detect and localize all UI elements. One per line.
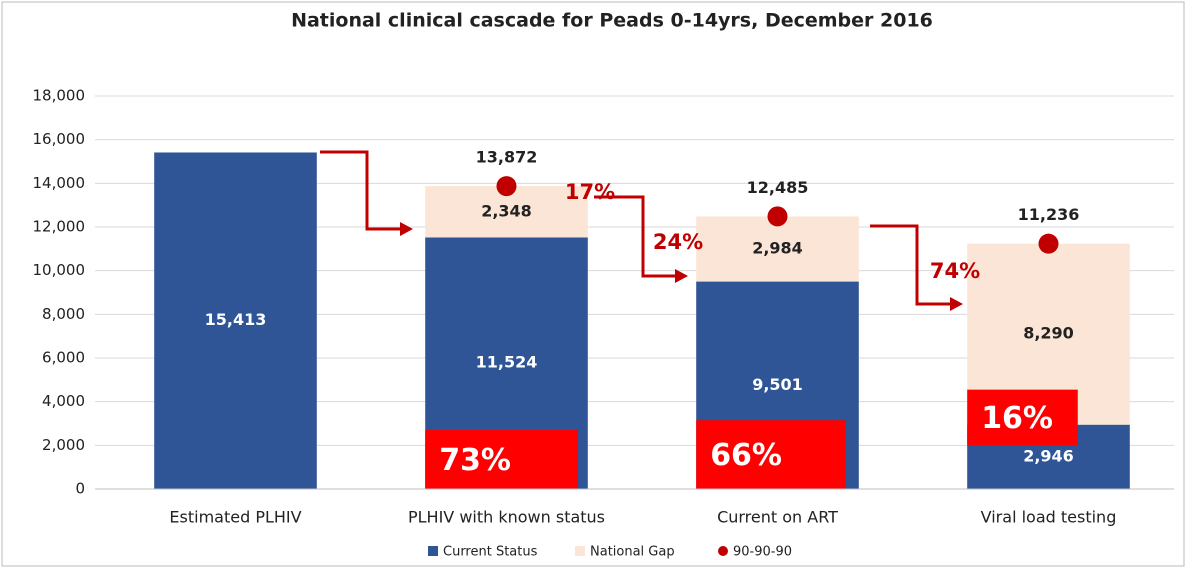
y-tick-label: 12,000 <box>33 218 86 236</box>
arrow-label: 24% <box>653 230 703 254</box>
y-tick-label: 18,000 <box>33 87 86 105</box>
bar-label: 2,946 <box>1023 446 1074 465</box>
x-tick-label: Current on ART <box>717 508 838 527</box>
legend-swatch <box>718 546 728 556</box>
y-tick-label: 8,000 <box>42 305 85 323</box>
bar-label: 8,290 <box>1023 324 1074 343</box>
bar-label: 15,413 <box>205 310 267 329</box>
percent-box <box>425 430 579 489</box>
x-tick-label: Estimated PLHIV <box>169 508 301 527</box>
target-label: 13,872 <box>476 148 538 167</box>
target-label: 11,236 <box>1018 205 1080 224</box>
target-dot <box>496 176 517 197</box>
legend-label: 90-90-90 <box>733 545 792 560</box>
bar-label: 11,524 <box>476 353 538 372</box>
y-tick-label: 10,000 <box>33 261 86 279</box>
bar-label: 2,984 <box>752 238 803 257</box>
y-tick-label: 6,000 <box>42 349 85 367</box>
percent-box-label: 73% <box>439 443 511 478</box>
percent-box <box>967 389 1078 446</box>
percent-box-label: 16% <box>981 401 1053 436</box>
y-tick-label: 2,000 <box>42 436 85 454</box>
percent-box-label: 66% <box>710 438 782 473</box>
arrow-head <box>675 269 688 283</box>
legend-label: Current Status <box>443 545 538 560</box>
arrow-head <box>400 222 413 236</box>
y-tick-label: 14,000 <box>33 174 86 192</box>
percent-box <box>696 420 846 489</box>
target-dot <box>1038 233 1059 254</box>
arrow-label: 74% <box>930 259 980 283</box>
bar-label: 2,348 <box>481 201 532 220</box>
y-tick-label: 4,000 <box>42 392 85 410</box>
bar-label: 9,501 <box>752 375 803 394</box>
arrow <box>320 150 403 231</box>
x-tick-label: PLHIV with known status <box>408 508 605 527</box>
chart-title: National clinical cascade for Peads 0-14… <box>291 10 933 32</box>
y-tick-label: 16,000 <box>33 130 86 148</box>
y-tick-label: 0 <box>75 480 85 498</box>
legend-label: National Gap <box>590 545 675 560</box>
x-tick-label: Viral load testing <box>981 508 1117 527</box>
bar-segment <box>696 216 859 282</box>
target-dot <box>767 206 788 227</box>
legend-swatch <box>575 546 585 556</box>
bar-segment <box>154 152 317 489</box>
arrow-head <box>950 297 963 311</box>
target-label: 12,485 <box>747 178 809 197</box>
legend-swatch <box>428 546 438 556</box>
arrow <box>594 195 678 278</box>
arrow-label: 17% <box>565 180 615 204</box>
arrow <box>870 224 953 306</box>
